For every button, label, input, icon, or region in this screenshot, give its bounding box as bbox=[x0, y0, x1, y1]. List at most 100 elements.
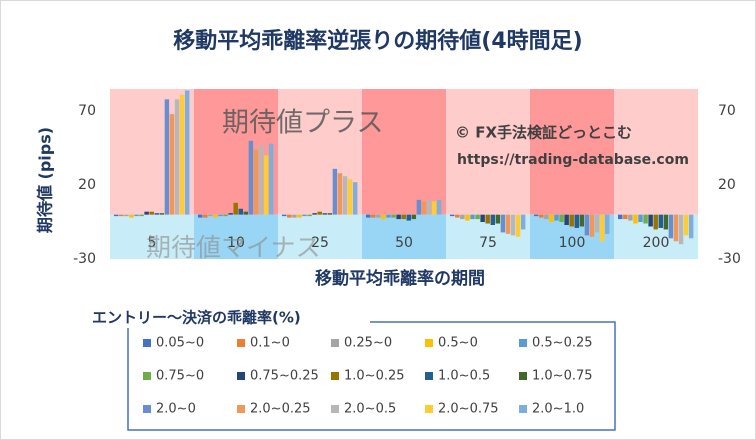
bar bbox=[628, 214, 633, 221]
bar bbox=[564, 214, 569, 225]
legend-marker bbox=[425, 405, 433, 413]
positive-band bbox=[614, 89, 698, 215]
bar bbox=[322, 213, 327, 215]
bar bbox=[218, 214, 223, 217]
bar bbox=[337, 173, 343, 215]
bar bbox=[119, 214, 124, 217]
bar bbox=[490, 214, 495, 225]
legend-marker bbox=[143, 339, 151, 347]
bar bbox=[406, 214, 411, 221]
bar bbox=[643, 214, 648, 224]
legend-label: 0.5~0 bbox=[438, 336, 478, 351]
bar bbox=[371, 214, 376, 218]
bar bbox=[391, 214, 396, 218]
bar bbox=[539, 214, 544, 218]
bar bbox=[366, 214, 371, 218]
legend-marker bbox=[237, 372, 245, 380]
bar bbox=[342, 176, 348, 215]
bar bbox=[297, 214, 302, 218]
bar bbox=[495, 214, 501, 224]
bar bbox=[569, 214, 574, 227]
bar bbox=[618, 214, 623, 220]
bar bbox=[688, 214, 694, 239]
negative-band bbox=[362, 214, 446, 259]
legend-marker bbox=[425, 339, 433, 347]
bar bbox=[203, 214, 208, 218]
y2-tick-label: 20 bbox=[718, 177, 736, 193]
bar bbox=[376, 214, 381, 218]
bar bbox=[124, 214, 129, 217]
bar bbox=[327, 213, 333, 215]
bar bbox=[208, 214, 213, 217]
bar bbox=[589, 214, 595, 237]
negative-band bbox=[110, 214, 194, 259]
bar bbox=[134, 214, 139, 217]
bar bbox=[554, 214, 559, 221]
annotation: https://trading-database.com bbox=[457, 152, 689, 168]
bar bbox=[149, 211, 154, 215]
bar bbox=[386, 214, 391, 218]
bar bbox=[287, 214, 292, 218]
bar bbox=[174, 99, 180, 215]
x-tick-label: 5 bbox=[148, 235, 157, 251]
bar bbox=[416, 199, 422, 215]
bar bbox=[228, 213, 233, 215]
bar bbox=[604, 214, 610, 234]
bar bbox=[480, 214, 485, 223]
legend-label: 2.0~1.0 bbox=[532, 402, 584, 417]
x-tick-label: 200 bbox=[643, 235, 670, 251]
bar bbox=[470, 214, 475, 220]
bar bbox=[411, 214, 417, 220]
bar bbox=[465, 214, 470, 221]
plot: -30 -30 20 20 70 70 5 10 25 50 75 100 200 bbox=[73, 90, 741, 267]
legend-label: 0.5~0.25 bbox=[532, 336, 593, 351]
bar bbox=[668, 214, 674, 239]
bar bbox=[169, 114, 175, 215]
bar bbox=[485, 214, 490, 224]
chart-title: 移動平均乖離率逆張りの期待値(4時間足) bbox=[173, 28, 582, 54]
bar bbox=[159, 213, 165, 215]
bar bbox=[258, 145, 264, 215]
bar bbox=[658, 214, 663, 228]
x-tick-label: 10 bbox=[227, 235, 245, 251]
bar bbox=[431, 201, 437, 215]
bar bbox=[520, 214, 526, 230]
x-tick-label: 50 bbox=[395, 235, 413, 251]
bar bbox=[347, 179, 353, 215]
y2-tick-label: -30 bbox=[718, 251, 741, 267]
bar bbox=[594, 214, 600, 233]
legend-label: 2.0~0 bbox=[156, 402, 196, 417]
bar bbox=[579, 214, 585, 227]
y2-tick-label: 70 bbox=[718, 103, 736, 119]
bar bbox=[129, 214, 134, 218]
bar bbox=[515, 214, 521, 237]
bar bbox=[213, 214, 218, 218]
legend-title-bg bbox=[88, 308, 370, 328]
bar bbox=[223, 214, 228, 217]
bar bbox=[307, 214, 312, 217]
bar bbox=[653, 214, 658, 230]
legend-marker bbox=[331, 339, 339, 347]
bar bbox=[633, 214, 638, 224]
positive-band bbox=[362, 89, 446, 215]
bar bbox=[164, 99, 170, 215]
positive-band bbox=[530, 89, 614, 215]
legend-box bbox=[127, 321, 616, 431]
legend-marker bbox=[331, 405, 339, 413]
bar bbox=[673, 214, 679, 242]
bar bbox=[599, 214, 605, 242]
bar bbox=[396, 214, 401, 220]
legend-marker bbox=[237, 339, 245, 347]
annotation: © FX手法検証どっとこむ bbox=[455, 124, 632, 142]
bar bbox=[292, 214, 297, 218]
bar bbox=[534, 214, 539, 217]
legend-marker bbox=[237, 405, 245, 413]
bar bbox=[179, 94, 185, 215]
positive-band bbox=[446, 89, 530, 215]
bar bbox=[184, 90, 190, 215]
bar bbox=[401, 214, 406, 220]
bar bbox=[426, 199, 432, 215]
legend-label: 2.0~0.5 bbox=[344, 402, 396, 417]
legend-label: 2.0~0.75 bbox=[438, 402, 499, 417]
